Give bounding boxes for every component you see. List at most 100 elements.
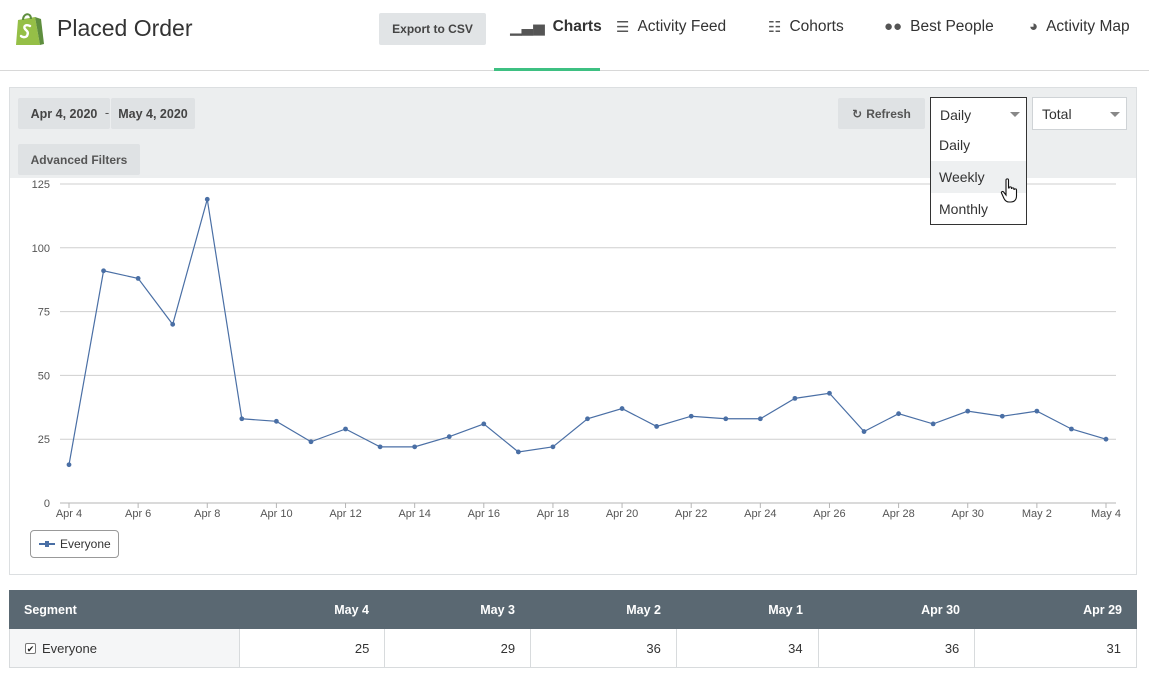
interval-select[interactable]: Daily	[930, 97, 1027, 131]
table-cell: 36	[530, 629, 676, 667]
column-header[interactable]: Apr 29	[1083, 602, 1122, 617]
table-cell: 25	[238, 629, 385, 667]
x-tick-label: May 4	[1091, 508, 1121, 520]
header-bar: Placed Order Export to CSV ▁▃▅ Charts ☰ …	[0, 0, 1149, 71]
data-point	[274, 418, 279, 424]
series-line-everyone	[68, 199, 1107, 465]
tab-best-people-label: Best People	[910, 18, 994, 35]
chevron-down-icon	[1110, 112, 1120, 117]
y-tick-label: 0	[44, 498, 50, 510]
data-point	[412, 444, 418, 450]
hand-pointer-icon	[1000, 178, 1018, 203]
data-point	[585, 416, 590, 422]
tab-activity-map[interactable]: ◕ Activity Map	[1029, 0, 1130, 70]
data-point	[377, 444, 383, 450]
data-point	[1069, 426, 1074, 432]
export-csv-button[interactable]: Export to CSV	[379, 13, 486, 45]
x-tick-label: Apr 12	[329, 508, 361, 520]
column-header[interactable]: May 3	[480, 602, 515, 617]
data-point	[619, 406, 625, 411]
globe-icon: ◕	[1029, 18, 1039, 35]
y-tick-label: 125	[32, 179, 50, 191]
metric-select-value: Total	[1042, 105, 1072, 122]
data-point	[66, 462, 72, 468]
shopify-logo-icon	[16, 13, 44, 45]
interval-option-daily[interactable]: Daily	[939, 137, 971, 153]
x-tick-label: Apr 28	[882, 508, 914, 520]
data-point	[135, 276, 141, 281]
interval-option-monthly[interactable]: Monthly	[939, 201, 989, 217]
x-tick-label: Apr 6	[125, 508, 151, 520]
date-separator: -	[104, 105, 110, 120]
y-tick-label: 25	[38, 434, 50, 446]
data-point	[723, 416, 729, 422]
tab-charts[interactable]: ▁▃▅ Charts	[494, 0, 602, 71]
table-row: ✔ Everyone 25 29 36 34 36 31	[9, 629, 1137, 668]
end-date-button[interactable]: May 4, 2020	[111, 98, 195, 129]
x-tick-label: Apr 24	[744, 508, 776, 520]
data-point	[965, 408, 971, 414]
interval-dropdown-menu: Daily Weekly Monthly	[930, 129, 1027, 225]
data-point	[861, 429, 867, 434]
data-point	[999, 413, 1005, 419]
x-tick-label: Apr 14	[398, 508, 430, 520]
segment-name: Everyone	[42, 640, 97, 656]
x-tick-label: Apr 4	[56, 508, 82, 520]
x-tick-label: Apr 8	[194, 508, 220, 520]
bar-chart-icon: ▁▃▅	[510, 19, 545, 36]
refresh-label: Refresh	[866, 106, 911, 121]
refresh-icon: ↻	[852, 106, 863, 121]
chevron-down-icon	[1010, 112, 1020, 117]
cohorts-icon: ☷	[768, 19, 782, 36]
refresh-button[interactable]: ↻ Refresh	[838, 98, 925, 129]
table-cell: 29	[384, 629, 530, 667]
tab-cohorts[interactable]: ☷ Cohorts	[768, 0, 844, 70]
tab-best-people[interactable]: ●● Best People	[884, 0, 994, 70]
column-header[interactable]: May 2	[626, 602, 661, 617]
people-icon: ●●	[884, 18, 903, 35]
data-point	[204, 196, 210, 202]
data-point	[239, 416, 245, 422]
interval-select-value: Daily	[940, 106, 972, 123]
metric-select[interactable]: Total	[1032, 97, 1127, 130]
data-point	[1034, 408, 1040, 414]
data-table: Segment May 4 May 3 May 2 May 1 Apr 30 A…	[9, 590, 1137, 668]
table-cell: 34	[675, 629, 818, 667]
data-point	[792, 395, 798, 401]
advanced-filters-button[interactable]: Advanced Filters	[18, 144, 140, 175]
column-header-segment[interactable]: Segment	[24, 602, 77, 617]
data-point	[827, 390, 832, 396]
table-cell: 36	[817, 629, 975, 667]
tab-charts-label: Charts	[552, 18, 602, 35]
data-point	[101, 268, 106, 274]
data-point	[481, 421, 487, 427]
tab-activity-feed[interactable]: ☰ Activity Feed	[616, 0, 726, 70]
list-icon: ☰	[616, 19, 630, 36]
page-title: Placed Order	[57, 15, 193, 41]
table-cell: 31	[974, 629, 1136, 667]
data-point	[757, 416, 763, 422]
data-point	[896, 411, 901, 417]
data-point	[343, 426, 348, 432]
x-tick-label: Apr 10	[260, 508, 292, 520]
y-tick-label: 100	[32, 243, 50, 255]
data-point	[550, 444, 556, 450]
x-tick-label: Apr 18	[537, 508, 569, 520]
tab-activity-map-label: Activity Map	[1046, 18, 1130, 35]
column-header[interactable]: Apr 30	[921, 602, 960, 617]
segment-checkbox[interactable]: ✔	[25, 642, 36, 654]
start-date-button[interactable]: Apr 4, 2020	[18, 98, 110, 129]
tab-activity-feed-label: Activity Feed	[637, 18, 727, 35]
data-point	[515, 449, 521, 455]
data-point	[446, 434, 452, 440]
column-header[interactable]: May 1	[768, 602, 803, 617]
x-tick-label: Apr 16	[468, 508, 500, 520]
y-tick-label: 75	[38, 307, 50, 319]
column-header[interactable]: May 4	[334, 602, 369, 617]
data-point	[170, 321, 176, 327]
y-tick-label: 50	[38, 370, 50, 382]
x-tick-label: May 2	[1022, 508, 1052, 520]
chart-legend-everyone[interactable]: Everyone	[30, 530, 119, 558]
x-tick-label: Apr 30	[952, 508, 984, 520]
legend-label: Everyone	[60, 537, 111, 551]
